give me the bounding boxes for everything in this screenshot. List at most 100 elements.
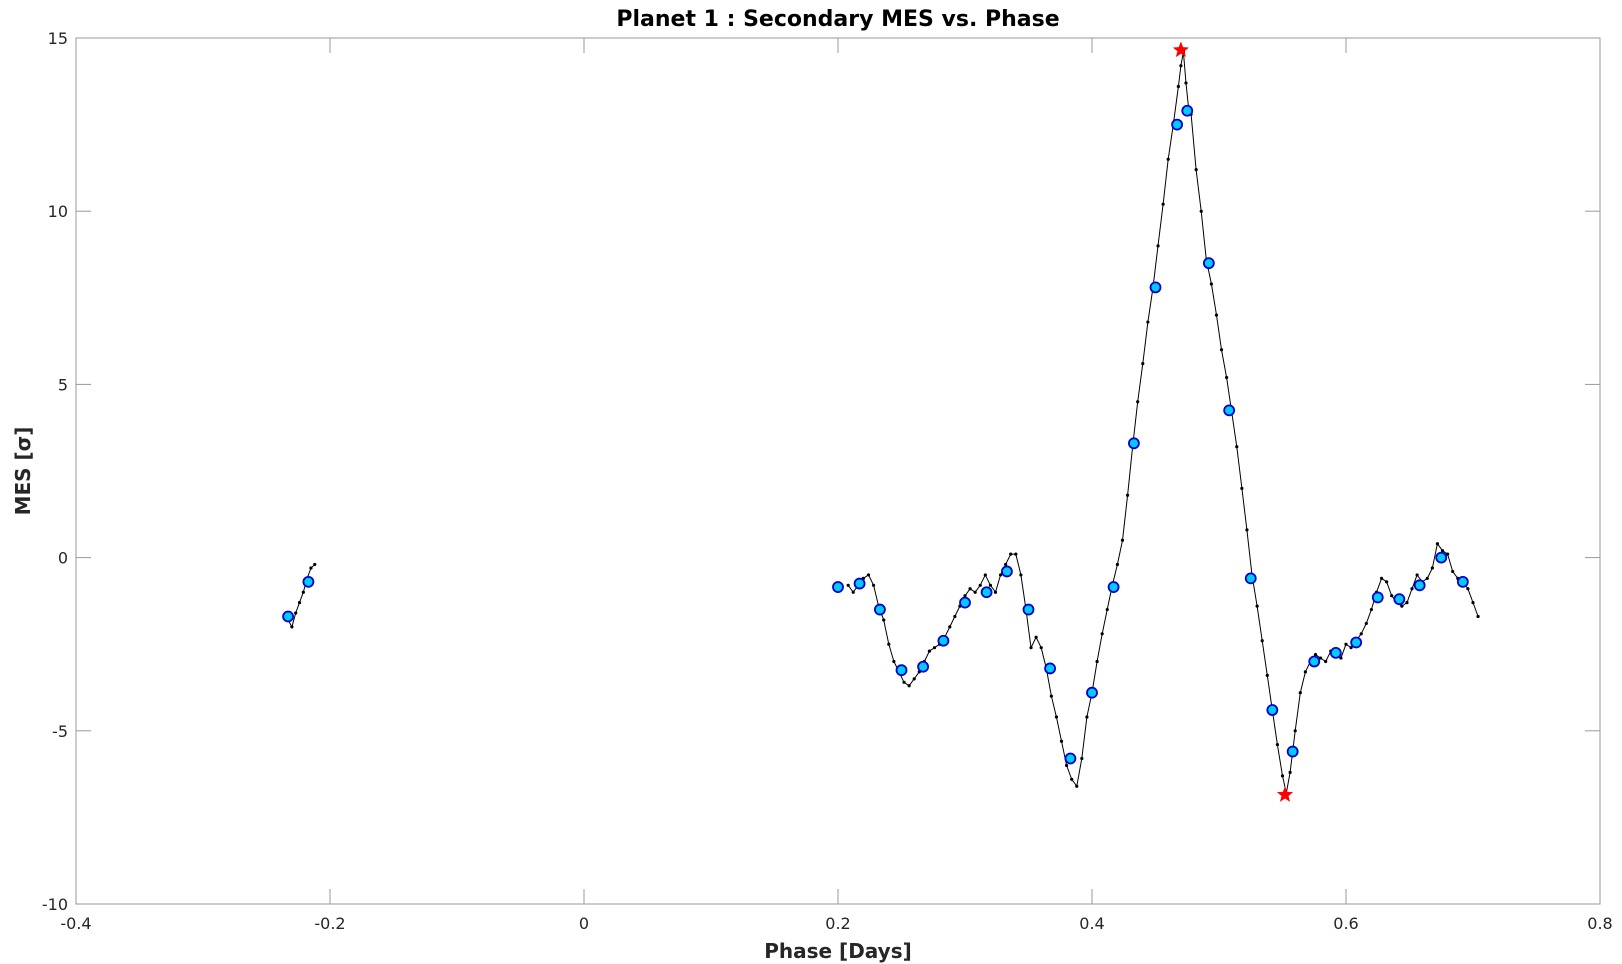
mes-point — [912, 677, 916, 681]
y-tick-label: -10 — [42, 895, 68, 914]
mes-point — [1199, 209, 1203, 213]
mes-point — [871, 583, 876, 587]
transit-marker — [1329, 646, 1342, 659]
x-axis-ticks: -0.4 -0.2 0 0.2 0.4 0.6 0.8 — [60, 38, 1613, 933]
mes-point — [1141, 362, 1145, 366]
mes-point — [313, 562, 317, 567]
mes-point — [1179, 64, 1183, 68]
mes-point — [892, 659, 896, 664]
y-tick-label: 0 — [58, 549, 68, 568]
mes-point — [1390, 594, 1394, 598]
mes-point — [1100, 632, 1104, 636]
mes-point — [1194, 168, 1198, 172]
mes-point — [294, 611, 298, 615]
mes-point — [1324, 659, 1328, 664]
mes-point — [1105, 607, 1109, 612]
mes-point — [297, 601, 302, 605]
mes-point — [1120, 538, 1125, 542]
mes-point — [1176, 84, 1180, 89]
mes-point — [887, 642, 891, 646]
mes-point — [1054, 715, 1059, 719]
transit-marker — [1266, 704, 1279, 716]
mes-point — [1184, 81, 1188, 85]
mes-point — [1288, 770, 1292, 774]
mes-point — [1156, 244, 1160, 248]
mes-point — [953, 614, 957, 619]
mes-point — [1034, 635, 1038, 639]
mes-point — [1019, 573, 1023, 577]
mes-point — [1029, 646, 1033, 650]
transit-marker — [1350, 636, 1363, 649]
y-tick-label: -5 — [52, 722, 68, 741]
mes-point — [1136, 400, 1140, 404]
mes-point — [1359, 632, 1363, 636]
mes-point — [1245, 528, 1249, 532]
transit-marker — [1022, 603, 1035, 616]
x-tick-label: 0.4 — [1079, 914, 1104, 933]
mes-point — [963, 594, 967, 598]
mes-point — [1004, 562, 1008, 567]
mes-point — [1410, 587, 1414, 591]
mes-point — [1265, 673, 1269, 677]
mes-line — [847, 51, 1479, 794]
mes-point — [1255, 604, 1259, 608]
mes-point — [1014, 552, 1018, 556]
mes-point — [1440, 549, 1445, 553]
plot-area — [75, 37, 1601, 905]
mes-point — [1039, 646, 1043, 650]
mes-point — [907, 684, 911, 688]
mes-point — [1240, 486, 1244, 490]
transit-marker — [853, 577, 866, 590]
mes-point — [1075, 784, 1079, 788]
mes-point — [927, 649, 932, 653]
mes-point — [1085, 715, 1089, 719]
mes-point — [1339, 656, 1343, 660]
x-tick-label: 0.8 — [1587, 914, 1612, 933]
x-tick-label: 0.6 — [1333, 914, 1358, 933]
mes-point — [1385, 580, 1389, 584]
transit-marker — [1393, 593, 1406, 606]
mes-point — [851, 590, 855, 594]
y-tick-label: 15 — [48, 29, 68, 48]
mes-point — [1476, 614, 1480, 619]
transit-marker — [1244, 572, 1257, 585]
y-axis-ticks: -10 -5 0 5 10 15 — [42, 29, 1600, 914]
transit-marker — [1086, 686, 1098, 699]
mes-point — [988, 583, 993, 587]
transit-marker — [832, 581, 844, 593]
mes-point — [1059, 739, 1064, 743]
mes-point — [309, 566, 313, 570]
transit-marker — [980, 586, 993, 599]
mes-point — [1451, 569, 1455, 574]
mes-point — [948, 625, 952, 629]
mes-point — [978, 583, 982, 587]
mes-point — [301, 590, 305, 594]
x-tick-label: -0.4 — [60, 914, 91, 933]
mes-line — [287, 564, 316, 629]
mes-point — [1369, 607, 1373, 612]
mes-point — [1415, 573, 1419, 577]
mes-point — [1430, 566, 1434, 570]
extremum-star — [1172, 41, 1190, 58]
transit-marker — [1371, 591, 1384, 604]
y-tick-label: 5 — [58, 375, 68, 394]
transit-marker — [937, 634, 950, 647]
transit-marker — [1149, 281, 1162, 294]
mes-point — [1446, 552, 1450, 556]
mes-point — [1080, 756, 1084, 761]
x-tick-label: 0 — [579, 914, 589, 933]
mes-point — [993, 590, 998, 594]
mes-point — [1125, 493, 1130, 497]
transit-marker — [1181, 104, 1194, 117]
mes-point — [1219, 348, 1224, 352]
mes-point — [1146, 320, 1150, 324]
transit-marker — [1413, 579, 1426, 592]
mes-point — [1319, 656, 1323, 660]
transit-marker — [1308, 655, 1321, 668]
mes-point — [902, 680, 906, 684]
mes-point — [932, 646, 937, 650]
x-tick-label: -0.2 — [314, 914, 345, 933]
mes-point — [1405, 601, 1409, 605]
transit-marker — [1107, 581, 1120, 593]
mes-point — [882, 618, 886, 622]
